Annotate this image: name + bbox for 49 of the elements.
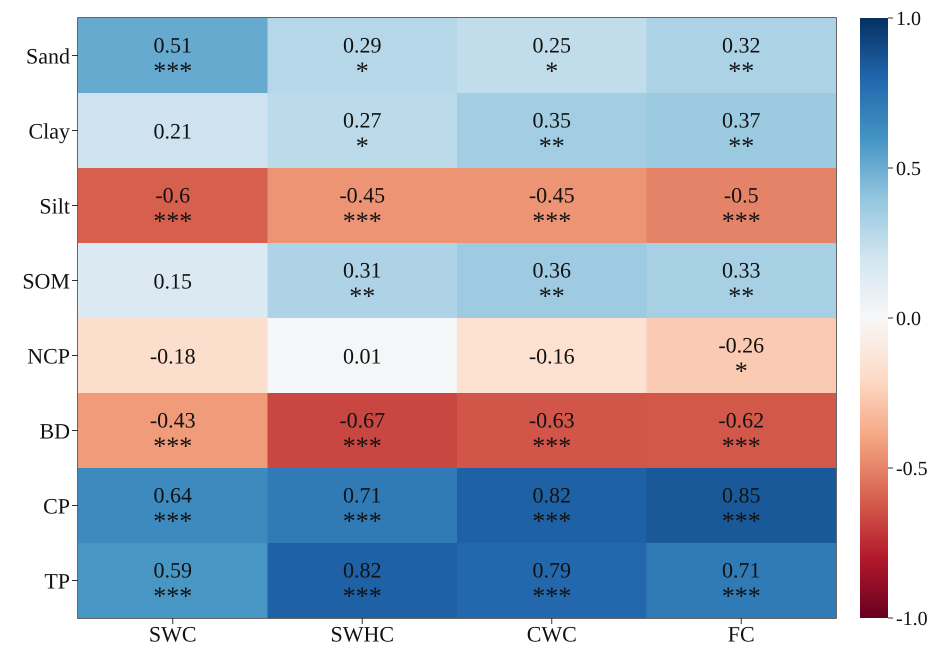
data-label: 0.29 * <box>343 32 382 86</box>
data-label: 0.25 * <box>532 32 571 86</box>
y-tick-label: Sand <box>26 43 70 68</box>
color-bar-label: 1.0 <box>896 8 921 30</box>
y-tick-label: TP <box>44 568 70 594</box>
data-label: 0.82 *** <box>342 558 382 610</box>
y-tick-label: SOM <box>22 268 70 294</box>
y-tick-label: NCP <box>27 343 70 368</box>
data-label: 0.51 *** <box>153 32 192 86</box>
data-label: -0.6 *** <box>153 182 192 236</box>
x-tick-label: FC <box>728 622 755 647</box>
data-label: -0.45 *** <box>339 182 386 236</box>
data-label: 0.59 *** <box>153 558 192 610</box>
data-label: -0.5 *** <box>722 182 761 236</box>
data-label: -0.45 *** <box>528 182 575 236</box>
data-label: 0.37 ** <box>722 108 760 160</box>
color-bar-label: 0.5 <box>896 158 921 180</box>
data-label: -0.62 *** <box>718 408 764 460</box>
data-label: 0.33 ** <box>722 258 760 310</box>
data-label: -0.43 *** <box>150 408 196 460</box>
data-label: 0.79 *** <box>532 558 572 610</box>
data-label: -0.18 <box>150 344 196 368</box>
data-label: -0.26 * <box>718 332 764 386</box>
x-tick-label: SWHC <box>330 622 394 647</box>
data-label: 0.64 *** <box>153 482 192 536</box>
data-label: 0.15 <box>154 268 192 294</box>
y-tick-label: Silt <box>39 193 70 218</box>
data-label: 0.32 ** <box>722 32 760 86</box>
y-tick-label: CP <box>43 493 70 518</box>
data-label: -0.67 *** <box>339 408 386 460</box>
color-bar-label: 0.0 <box>896 308 921 330</box>
data-label: -0.16 <box>528 344 575 368</box>
data-label: 0.36 ** <box>532 258 571 310</box>
data-label: 0.31 ** <box>343 258 382 310</box>
color-bar-label: -1.0 <box>896 608 928 630</box>
data-label: 0.21 <box>154 118 192 144</box>
data-label: -0.63 *** <box>528 408 575 460</box>
data-label: 0.35 ** <box>532 108 571 160</box>
y-tick-label: Clay <box>28 118 70 144</box>
color-bar-label: -0.5 <box>896 458 928 480</box>
data-label: 0.27 * <box>343 108 382 160</box>
data-label: 0.01 <box>343 344 382 368</box>
data-label: 0.82 *** <box>532 482 572 536</box>
data-label: 0.71 *** <box>722 558 761 610</box>
x-tick-label: CWC <box>526 622 577 647</box>
y-tick-label: BD <box>39 418 70 444</box>
x-tick-label: SWC <box>148 622 197 647</box>
data-label: 0.71 *** <box>342 482 382 536</box>
data-label: 0.85 *** <box>722 482 761 536</box>
